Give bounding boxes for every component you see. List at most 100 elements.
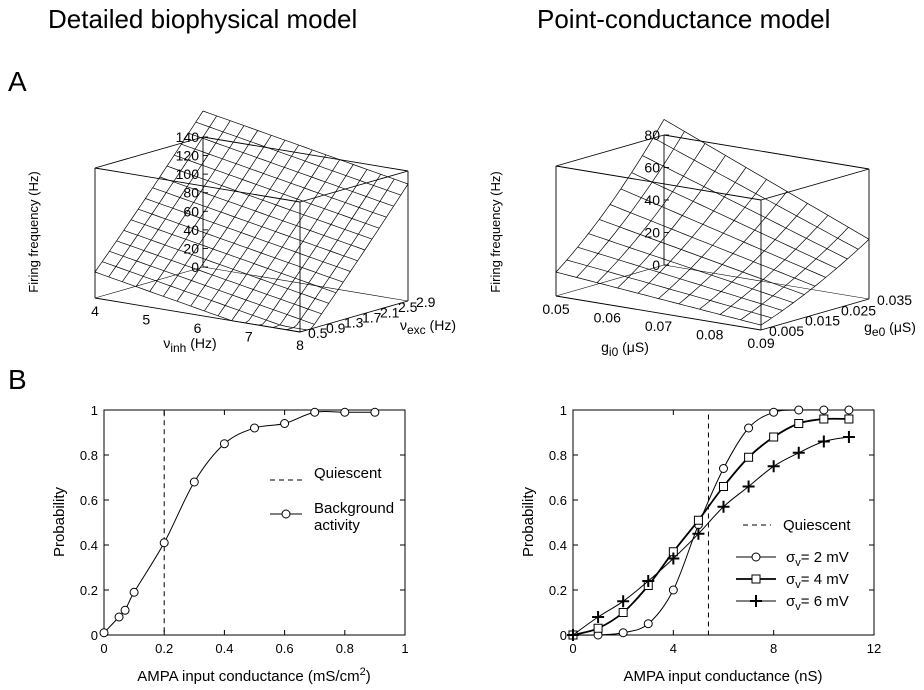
y-tick-label: 2.1 bbox=[380, 304, 400, 320]
data-point-circle bbox=[99, 628, 109, 638]
surface-grid-line bbox=[658, 179, 767, 299]
legend-marker-plus bbox=[750, 595, 762, 607]
y-tick-label: 0.4 bbox=[80, 538, 98, 553]
surface-plot-a-right: 0204060800.050.060.070.080.090.0050.0150… bbox=[488, 119, 916, 359]
x-tick-label: 0.05 bbox=[542, 301, 569, 317]
y-tick-label: 1 bbox=[560, 403, 567, 418]
surface-grid-line bbox=[740, 227, 849, 321]
surface-grid-line bbox=[145, 198, 351, 272]
x-tick-label: 6 bbox=[194, 320, 202, 336]
y-tick-label: 0.4 bbox=[549, 538, 567, 553]
y-axis-label: Probability bbox=[520, 486, 537, 557]
y-tick-label: 1.7 bbox=[362, 310, 382, 326]
surface-grid-line bbox=[190, 144, 299, 307]
legend-label: activity bbox=[314, 517, 360, 534]
plot-frame bbox=[572, 409, 875, 636]
surface-grid-line bbox=[163, 135, 272, 297]
data-point-circle bbox=[189, 477, 199, 487]
box-edge bbox=[202, 136, 409, 172]
surface-plot-a-left: 020406080100120140456780.50.91.31.72.12.… bbox=[26, 110, 456, 355]
data-point-circle bbox=[370, 407, 380, 417]
y-tick-label: 0.2 bbox=[549, 583, 567, 598]
z-tick-label: 100 bbox=[176, 166, 200, 182]
surface-grid-line bbox=[109, 250, 315, 325]
panel-a-label: A bbox=[8, 66, 27, 97]
surface-grid-line bbox=[176, 140, 286, 302]
surface-grid-line bbox=[123, 229, 329, 304]
box-edge bbox=[555, 295, 762, 331]
surface-grid-line bbox=[138, 208, 344, 283]
y-axis-label: νexc (Hz) bbox=[400, 317, 456, 337]
surface-grid-line bbox=[188, 132, 394, 207]
surface-grid-line bbox=[576, 131, 685, 278]
surface-grid-line bbox=[174, 154, 380, 229]
y-tick-label: 2.9 bbox=[416, 294, 436, 310]
z-tick-label: 40 bbox=[183, 222, 199, 238]
data-point-square bbox=[693, 515, 703, 525]
surface-grid-line bbox=[135, 125, 245, 287]
data-point-plus bbox=[767, 460, 780, 473]
y-tick-label: 0.9 bbox=[326, 320, 346, 336]
data-point-plus bbox=[792, 446, 805, 459]
y-tick-label: 0 bbox=[560, 628, 567, 643]
data-point-square bbox=[719, 482, 728, 491]
z-tick-label: 60 bbox=[644, 160, 660, 176]
z-tick-label: 0 bbox=[191, 259, 199, 275]
surface-grid-line bbox=[599, 219, 805, 295]
data-point-circle bbox=[769, 407, 779, 417]
z-tick-label: 120 bbox=[176, 148, 200, 164]
x-tick-label: 0.06 bbox=[594, 310, 621, 326]
z-axis-label: Firing frequency (Hz) bbox=[488, 171, 503, 292]
y-tick-label: 0.025 bbox=[841, 302, 876, 318]
series-line-plus bbox=[572, 436, 849, 636]
z-tick-label: 20 bbox=[183, 240, 199, 256]
box-edge bbox=[760, 168, 870, 201]
data-point-square bbox=[819, 414, 829, 424]
data-point-circle bbox=[250, 423, 259, 433]
data-point-square bbox=[618, 608, 628, 617]
surface-grid-line bbox=[245, 164, 354, 324]
data-point-circle bbox=[159, 538, 169, 548]
surface-grid-line bbox=[152, 187, 358, 262]
y-tick-label: 1.3 bbox=[344, 315, 364, 331]
legend-label: σv= 2 mV bbox=[786, 549, 849, 569]
data-point-circle bbox=[744, 423, 754, 433]
surface-grid-line bbox=[166, 165, 373, 240]
surface-grid-line bbox=[122, 120, 231, 282]
legend-label: Background bbox=[314, 500, 394, 517]
data-point-plus bbox=[642, 575, 655, 587]
surface-grid-line bbox=[699, 203, 808, 310]
y-tick-label: 2.5 bbox=[398, 299, 418, 315]
x-tick-label: 0.4 bbox=[215, 641, 233, 656]
plot-frame bbox=[103, 409, 406, 636]
data-point-circle bbox=[794, 405, 804, 415]
y-tick-label: 0.6 bbox=[549, 493, 567, 508]
y-tick-label: 0.8 bbox=[549, 448, 567, 463]
x-axis-label: gi0 (μS) bbox=[601, 339, 649, 359]
z-tick-label: 140 bbox=[176, 129, 200, 145]
box-edge bbox=[299, 170, 409, 203]
box-edge bbox=[760, 298, 870, 331]
y-tick-label: 0 bbox=[91, 628, 98, 643]
data-point-circle bbox=[668, 585, 678, 595]
x-tick-label: 0.2 bbox=[155, 641, 173, 656]
surface-grid-line bbox=[719, 215, 829, 315]
data-point-square bbox=[794, 419, 804, 428]
data-point-circle bbox=[129, 587, 139, 597]
surface-grid-line bbox=[195, 121, 401, 196]
data-point-circle bbox=[310, 407, 320, 417]
y-tick-label: 0.015 bbox=[805, 313, 840, 329]
data-point-plus bbox=[817, 435, 830, 448]
data-point-square bbox=[593, 623, 603, 633]
x-axis-label: AMPA input conductance (nS) bbox=[624, 668, 823, 685]
z-tick-label: 80 bbox=[644, 127, 660, 143]
data-point-plus bbox=[842, 431, 855, 443]
x-tick-label: 4 bbox=[91, 303, 99, 319]
data-point-plus bbox=[692, 527, 705, 540]
z-tick-label: 20 bbox=[644, 225, 660, 241]
surface-grid-line bbox=[588, 233, 794, 304]
y-axis-label: Probability bbox=[51, 486, 68, 557]
surface-grid-line bbox=[555, 271, 762, 326]
surface-grid-line bbox=[149, 130, 258, 292]
